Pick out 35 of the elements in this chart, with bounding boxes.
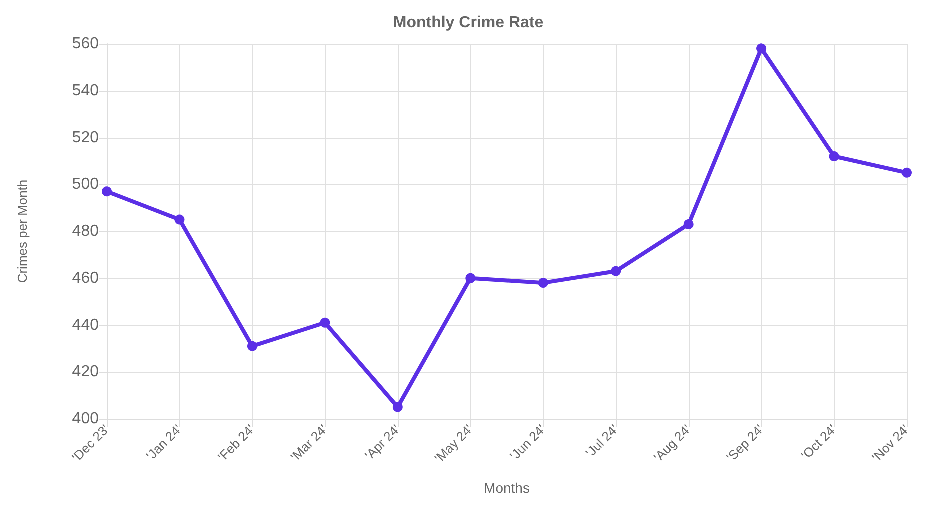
x-tick-label: 'Jul 24' xyxy=(582,422,622,460)
y-tick-label: 560 xyxy=(72,36,100,52)
point xyxy=(538,278,548,288)
x-tick-label: 'Apr 24' xyxy=(362,422,404,463)
x-tick-label: 'May 24' xyxy=(432,422,476,466)
x-tick-label: 'Jun 24' xyxy=(506,422,549,464)
point xyxy=(611,266,622,276)
y-tick-label: 420 xyxy=(72,364,100,381)
chart-title: Monthly Crime Rate xyxy=(393,14,544,32)
x-tick-label: 'Nov 24' xyxy=(869,422,912,465)
point xyxy=(902,168,912,178)
y-tick-label: 400 xyxy=(72,410,100,428)
x-tick-label: 'Jan 24' xyxy=(143,422,186,464)
y-tick-label: 540 xyxy=(72,82,100,100)
x-tick-label: 'Mar 24' xyxy=(288,422,330,464)
y-tick-label: 520 xyxy=(72,129,100,146)
point xyxy=(466,273,476,284)
point xyxy=(247,341,258,352)
x-tick-label: 'Aug 24' xyxy=(650,422,694,465)
point xyxy=(174,214,185,225)
point xyxy=(392,402,403,412)
point xyxy=(829,152,840,162)
point xyxy=(320,318,330,328)
x-tick-label: 'Feb 24' xyxy=(215,422,258,464)
x-tick-label: 'Sep 24' xyxy=(724,422,767,465)
y-axis-title: Crimes per Month xyxy=(15,180,30,284)
x-axis-title: Months xyxy=(484,480,530,496)
point xyxy=(684,219,694,230)
y-tick-label: 440 xyxy=(72,316,100,334)
point xyxy=(756,44,767,54)
y-tick-label: 480 xyxy=(72,223,100,240)
x-tick-label: 'Oct 24' xyxy=(798,422,840,463)
y-tick-label: 460 xyxy=(72,270,100,287)
point xyxy=(102,186,112,197)
y-tick-label: 500 xyxy=(72,176,100,194)
